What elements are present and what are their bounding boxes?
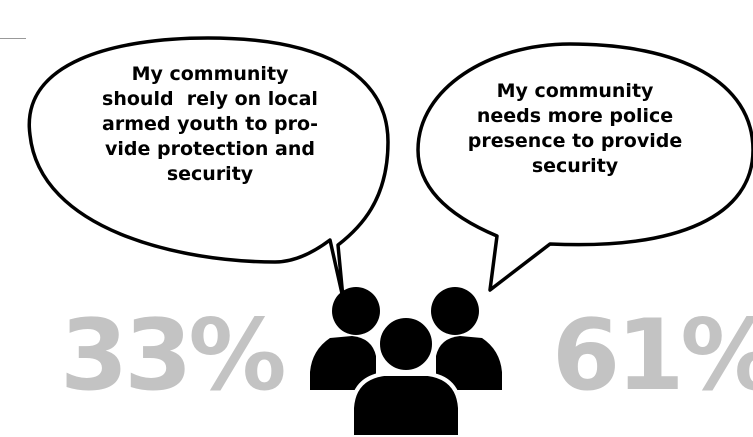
left-bubble-line: My community xyxy=(131,63,289,85)
right-bubble-text: My community needs more police presence … xyxy=(455,79,695,179)
right-bubble-line: security xyxy=(531,155,619,177)
right-bubble-line: presence to provide xyxy=(467,130,683,152)
left-bubble-line: armed youth to pro- xyxy=(102,113,318,135)
right-speech-bubble xyxy=(416,42,753,292)
left-bubble-text: My community should rely on local armed … xyxy=(75,62,345,187)
right-percentage: 61% xyxy=(552,299,753,413)
top-divider xyxy=(0,38,26,39)
left-bubble-line: should rely on local xyxy=(102,88,318,110)
right-bubble-line: needs more police xyxy=(476,105,674,127)
people-group-icon xyxy=(310,287,502,437)
left-speech-bubble-outline xyxy=(27,36,390,300)
left-bubble-line: security xyxy=(166,163,254,185)
left-percentage: 33% xyxy=(60,299,287,413)
right-bubble-line: My community xyxy=(496,80,654,102)
left-speech-bubble xyxy=(27,36,390,300)
right-speech-bubble-outline xyxy=(416,42,753,292)
left-bubble-line: vide protection and xyxy=(105,138,315,160)
